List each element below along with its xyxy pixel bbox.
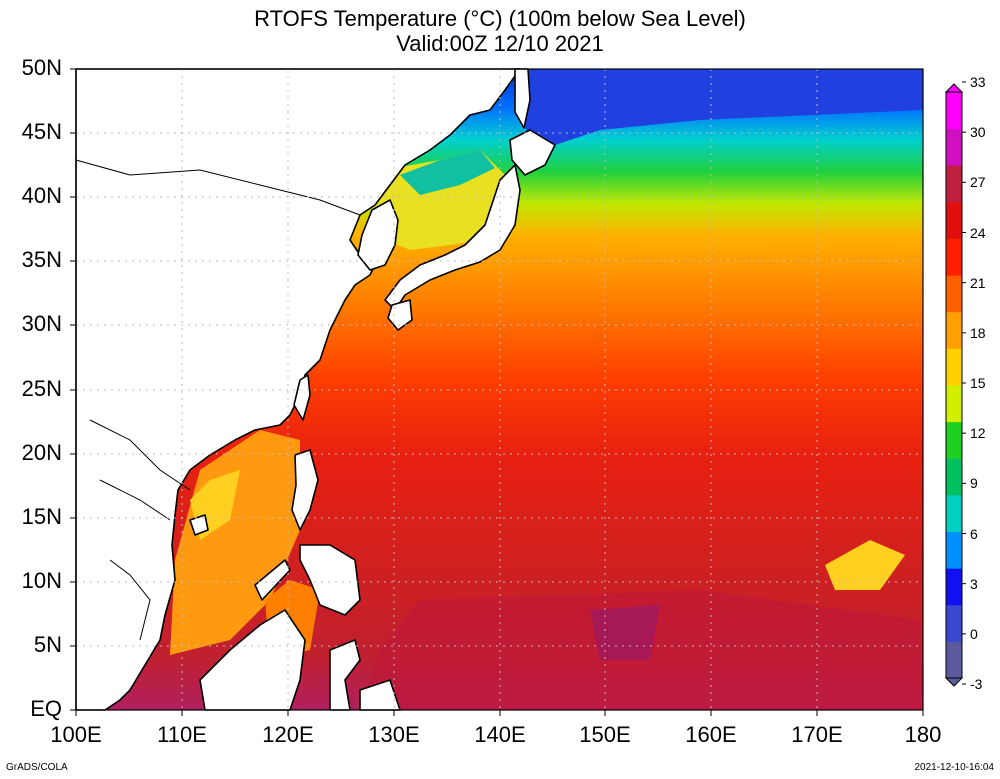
x-tick-label: 170E: [791, 722, 843, 747]
warm-pool-core: [590, 605, 660, 660]
japan-honshu: [384, 164, 521, 311]
taiwan: [293, 374, 311, 421]
colorbar-label: 27: [970, 174, 986, 191]
borders: [75, 159, 361, 641]
colorbar-segment: [946, 311, 962, 349]
colorbar-segment: [946, 238, 962, 276]
y-tick-label: EQ: [30, 696, 62, 721]
y-tick-label: 25N: [21, 376, 62, 401]
colorbar-label: 30: [970, 124, 986, 141]
colorbar-label: 3: [970, 575, 978, 592]
okhotsk-cold-water: [520, 69, 923, 150]
land-masses: [75, 68, 556, 711]
colorbar-max-arrow: [944, 83, 964, 93]
colorbar-segment: [946, 128, 962, 166]
colorbar-label: 12: [970, 425, 986, 442]
y-tick-label: 30N: [21, 311, 62, 336]
colorbar-segment: [946, 385, 962, 423]
footer-credit: GrADS/COLA: [6, 762, 68, 773]
colorbar-segment: [946, 421, 962, 459]
colorbar-segment: [946, 531, 962, 569]
axis-ticks: [70, 68, 924, 716]
y-tick-label: 10N: [21, 568, 62, 593]
colorbar-label: 15: [970, 375, 986, 391]
colorbar-segment: [946, 568, 962, 606]
y-tick-label: 5N: [33, 632, 62, 657]
y-tick-label: 50N: [21, 55, 62, 80]
colorbar-segment: [946, 165, 962, 203]
colorbar-label: 18: [970, 324, 986, 341]
japan-hokkaido: [509, 129, 556, 176]
luzon: [291, 449, 319, 531]
colorbar-segment: [946, 348, 962, 386]
colorbar-label: 24: [970, 224, 986, 241]
y-tick-label: 40N: [21, 183, 62, 208]
y-tick-label: 35N: [21, 247, 62, 272]
philippines-south: [299, 544, 361, 616]
colorbar-segment: [946, 458, 962, 496]
colorbar-segment: [946, 275, 962, 313]
hainan: [189, 514, 209, 536]
y-tick-label: 45N: [21, 119, 62, 144]
x-tick-label: 180: [904, 722, 942, 747]
colorbar-label: -3: [970, 676, 983, 692]
y-tick-label: 15N: [21, 504, 62, 529]
x-tick-label: 120E: [262, 722, 314, 747]
colorbar-label: 33: [970, 74, 986, 90]
colorbar: [944, 81, 966, 687]
colorbar-label: 9: [970, 475, 978, 492]
colorbar-label: 6: [970, 525, 978, 542]
colorbar-min-arrow: [944, 677, 964, 687]
colorbar-segment: [946, 92, 962, 130]
palawan: [254, 559, 291, 601]
title-line-2: Valid:00Z 12/10 2021: [396, 31, 604, 56]
colorbar-frame: [945, 91, 963, 679]
colorbar-segment: [946, 494, 962, 532]
map-title: RTOFS Temperature (°C) (100m below Sea L…: [0, 6, 1000, 56]
x-tick-label: 100E: [50, 722, 102, 747]
x-tick-label: 130E: [368, 722, 420, 747]
y-tick-label: 20N: [21, 440, 62, 465]
x-tick-label: 110E: [157, 722, 207, 747]
colorbar-segment: [946, 604, 962, 642]
footer-timestamp: 2021-12-10-16:04: [914, 762, 994, 773]
sea-of-japan-north: [400, 150, 495, 195]
colorbar-segment: [946, 201, 962, 239]
x-tick-label: 150E: [579, 722, 631, 747]
x-tick-label: 140E: [474, 722, 526, 747]
title-line-1: RTOFS Temperature (°C) (100m below Sea L…: [254, 6, 746, 31]
x-tick-label: 160E: [685, 722, 737, 747]
eastern-warm-patch: [825, 540, 905, 590]
map-grid: [76, 69, 923, 710]
korea: [357, 199, 399, 271]
colorbar-label: 21: [970, 274, 986, 291]
colorbar-segment: [946, 641, 962, 679]
colorbar-label: 0: [970, 625, 978, 642]
